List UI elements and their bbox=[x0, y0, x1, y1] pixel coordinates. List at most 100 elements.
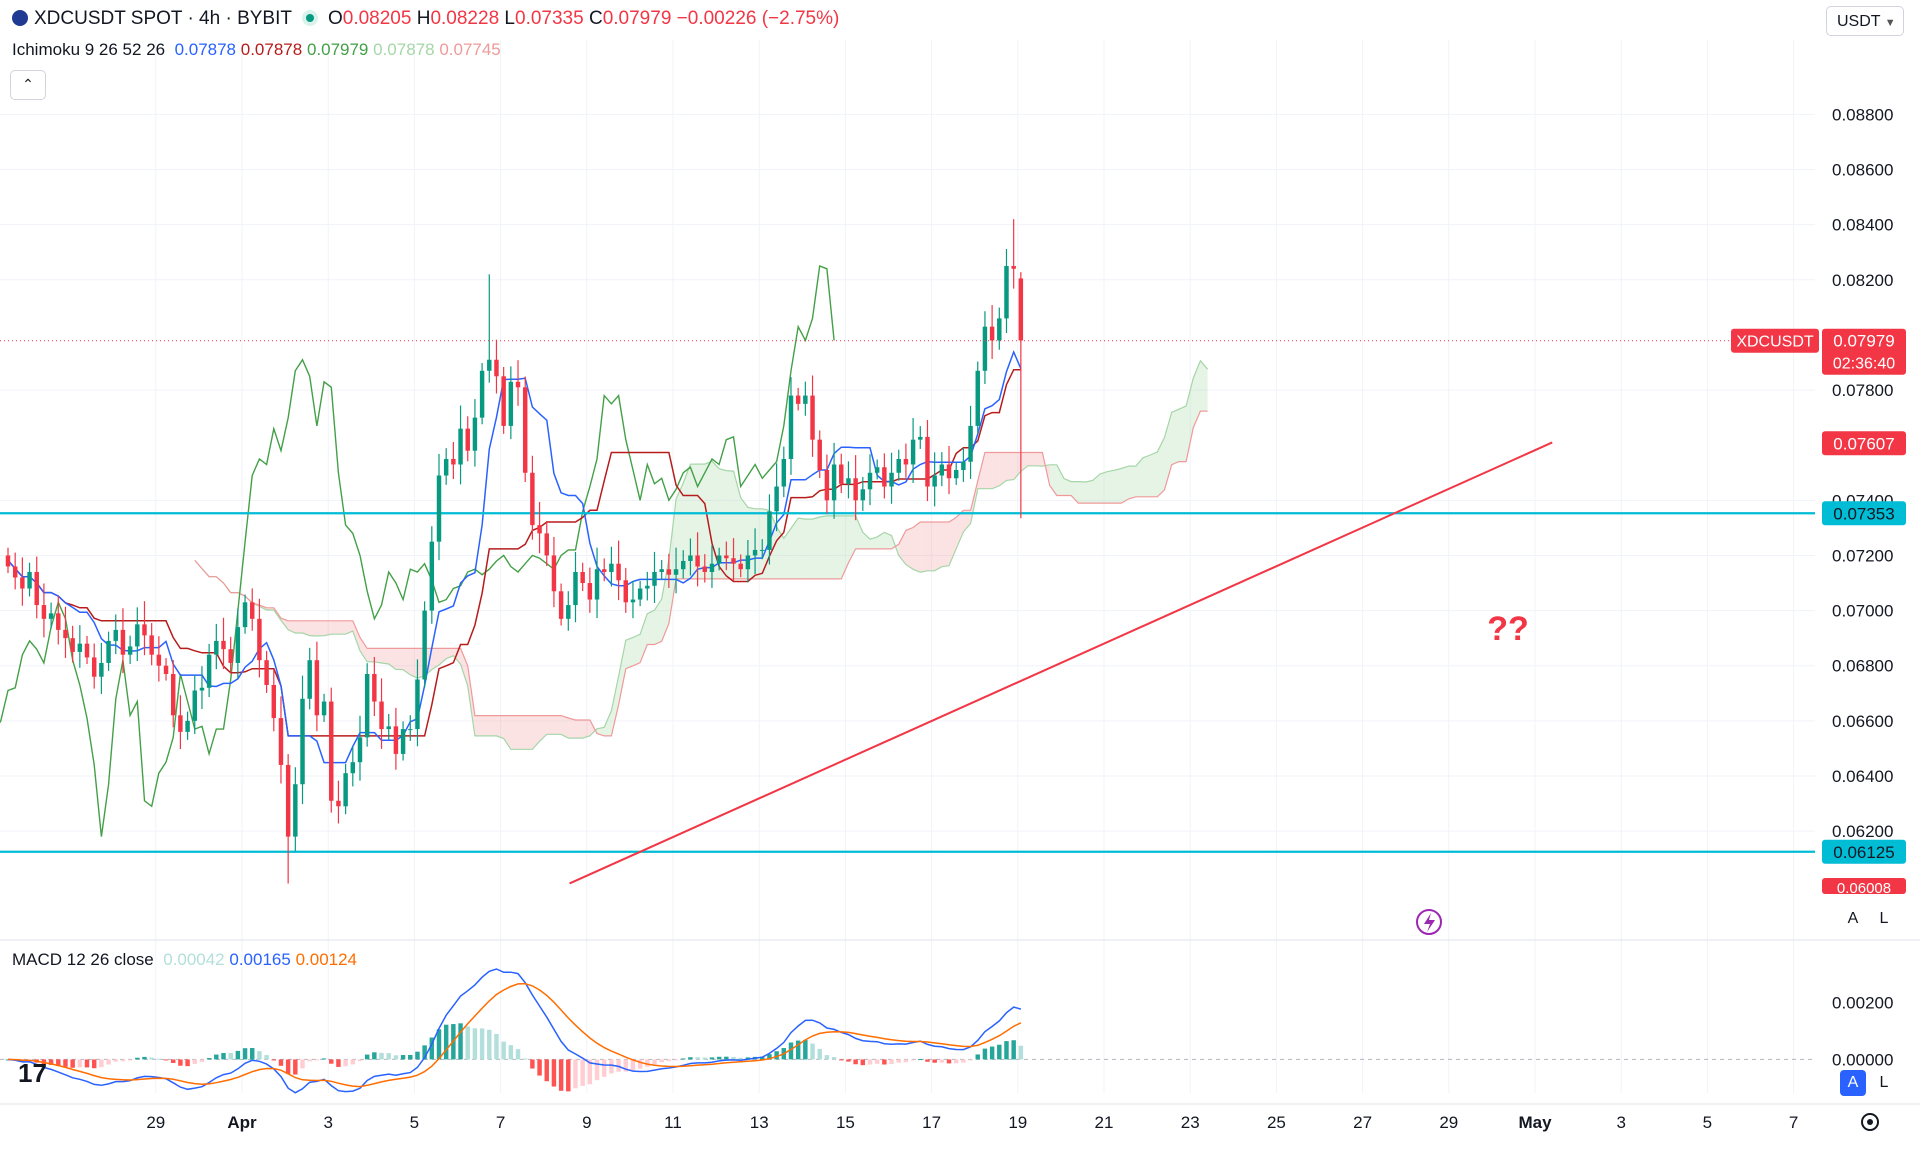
macd-legend[interactable]: MACD 12 26 close 0.00042 0.00165 0.00124 bbox=[12, 950, 357, 970]
macd-histogram-bar bbox=[882, 1059, 887, 1065]
level-label: 0.07353 bbox=[1833, 504, 1894, 523]
ichimoku-legend[interactable]: Ichimoku 9 26 52 26 0.07878 0.07878 0.07… bbox=[12, 40, 501, 60]
candle bbox=[767, 511, 772, 550]
ichimoku-cloud bbox=[1186, 378, 1194, 462]
ichimoku-cloud bbox=[647, 610, 655, 645]
candle bbox=[350, 762, 356, 774]
macd-histogram-bar bbox=[192, 1059, 197, 1064]
candle bbox=[443, 458, 449, 476]
macd-histogram-bar bbox=[386, 1053, 391, 1060]
time-tick: 3 bbox=[1616, 1113, 1625, 1132]
candle bbox=[860, 489, 866, 501]
ichimoku-cloud bbox=[676, 483, 684, 579]
candle bbox=[551, 555, 557, 592]
currency-select[interactable]: USDT ▼ bbox=[1826, 6, 1904, 36]
ichimoku-cloud bbox=[1092, 474, 1100, 504]
ichimoku-cloud bbox=[913, 522, 921, 573]
candle bbox=[673, 569, 679, 575]
candle bbox=[185, 720, 190, 732]
candle bbox=[329, 701, 334, 801]
macd-histogram-bar bbox=[84, 1059, 90, 1068]
candle bbox=[372, 673, 377, 702]
ichimoku-cloud bbox=[474, 715, 483, 736]
price-tick: 0.08800 bbox=[1832, 105, 1893, 124]
candle bbox=[522, 387, 528, 473]
ichimoku-kijun-value: 0.07878 bbox=[240, 40, 303, 59]
macd-histogram-bar bbox=[551, 1059, 557, 1087]
chevron-down-icon: ▼ bbox=[1884, 17, 1896, 29]
macd-histogram-bar bbox=[329, 1059, 334, 1064]
ichimoku-cloud bbox=[1085, 480, 1093, 504]
auto-scale-button[interactable]: A bbox=[1840, 906, 1866, 932]
ichimoku-cloud bbox=[984, 452, 993, 489]
candle bbox=[932, 475, 937, 487]
ichimoku-cloud bbox=[403, 648, 411, 675]
ichimoku-cloud bbox=[1193, 360, 1201, 428]
candle bbox=[515, 381, 521, 388]
ichimoku-cloud bbox=[582, 720, 590, 739]
ichimoku-cloud bbox=[489, 715, 497, 736]
candle bbox=[874, 467, 880, 473]
macd-tick: 0.00000 bbox=[1832, 1050, 1893, 1069]
candle bbox=[652, 571, 657, 586]
ichimoku-cloud bbox=[1049, 464, 1057, 496]
candle bbox=[379, 701, 384, 730]
candle bbox=[781, 458, 787, 487]
macd-histogram-bar bbox=[501, 1041, 506, 1060]
ichimoku-cloud bbox=[1150, 451, 1158, 497]
ichimoku-cloud bbox=[388, 648, 396, 670]
candle bbox=[846, 478, 851, 484]
trendline bbox=[569, 441, 1553, 885]
kijun-label: 0.07607 bbox=[1833, 434, 1894, 453]
macd-histogram-bar bbox=[48, 1059, 54, 1065]
candle bbox=[558, 591, 564, 619]
macd-histogram-bar bbox=[652, 1059, 657, 1065]
macd-log-scale-button[interactable]: L bbox=[1871, 1070, 1897, 1096]
candle bbox=[666, 569, 672, 575]
macd-histogram-bar bbox=[393, 1055, 399, 1060]
candle bbox=[63, 629, 68, 639]
candle bbox=[264, 660, 269, 685]
price-tick: 0.07800 bbox=[1832, 381, 1893, 400]
ichimoku-spanB-value: 0.07745 bbox=[439, 40, 501, 59]
candle bbox=[228, 649, 233, 663]
ichimoku-cloud bbox=[309, 620, 317, 636]
ichimoku-cloud bbox=[726, 470, 734, 579]
symbol-title[interactable]: XDCUSDT SPOT · 4h · BYBIT bbox=[34, 8, 292, 29]
candle bbox=[41, 605, 47, 619]
macd-histogram-bar bbox=[953, 1059, 959, 1064]
macd-histogram-bar bbox=[242, 1048, 248, 1060]
ichimoku-cloud bbox=[611, 676, 619, 736]
macd-histogram-bar bbox=[896, 1059, 901, 1063]
macd-histogram-bar bbox=[666, 1059, 672, 1062]
macd-histogram-bar bbox=[702, 1057, 708, 1060]
price-tick: 0.06200 bbox=[1832, 822, 1893, 841]
ichimoku-cloud bbox=[683, 464, 691, 579]
macd-histogram-bar bbox=[745, 1057, 751, 1060]
collapse-legend-button[interactable]: ⌃ bbox=[10, 70, 46, 100]
candle bbox=[630, 599, 636, 603]
macd-histogram-bar bbox=[724, 1056, 729, 1060]
ichimoku-cloud bbox=[525, 715, 533, 750]
macd-histogram-bar bbox=[436, 1029, 442, 1060]
ichimoku-span-a bbox=[194, 359, 1209, 750]
ichimoku-chikou bbox=[0, 265, 835, 837]
macd-auto-scale-button[interactable]: A bbox=[1840, 1070, 1866, 1096]
candle bbox=[472, 417, 478, 451]
time-tick: 11 bbox=[664, 1113, 682, 1132]
ichimoku-cloud bbox=[654, 598, 662, 645]
candle bbox=[544, 533, 549, 556]
candle bbox=[27, 571, 32, 589]
macd-histogram-bar bbox=[228, 1053, 233, 1060]
macd-histogram-bar bbox=[170, 1059, 176, 1063]
ichimoku-cloud bbox=[755, 508, 763, 579]
macd-histogram-bar bbox=[372, 1052, 377, 1060]
ichimoku-kijun bbox=[7, 368, 1021, 737]
macd-histogram-bar bbox=[522, 1058, 528, 1060]
candle bbox=[939, 464, 945, 476]
log-scale-button[interactable]: L bbox=[1871, 906, 1897, 932]
candle bbox=[953, 470, 959, 479]
candle bbox=[271, 685, 277, 719]
ichimoku-cloud bbox=[1178, 406, 1187, 462]
